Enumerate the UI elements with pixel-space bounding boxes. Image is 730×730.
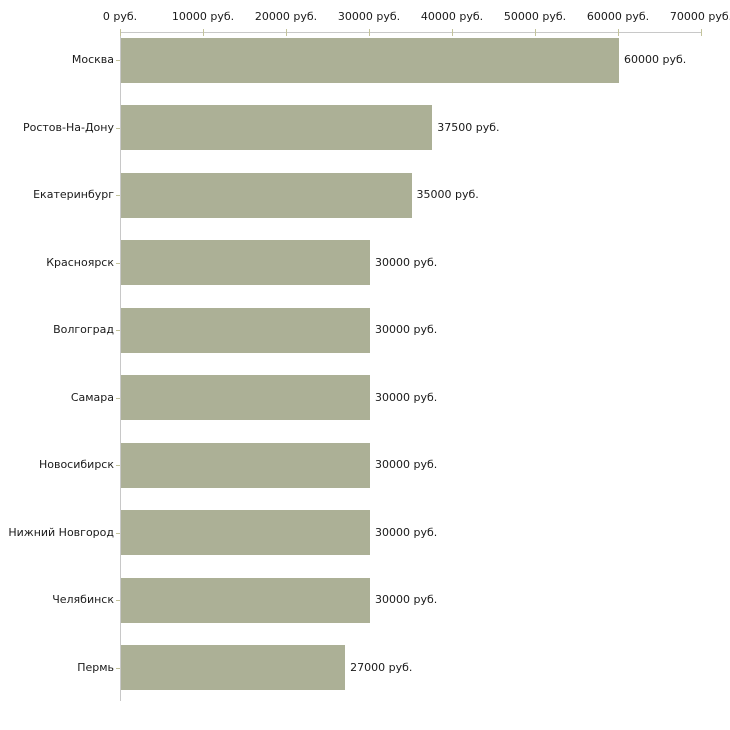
bar: [121, 510, 370, 555]
category-label: Красноярск: [46, 255, 114, 269]
category-label: Москва: [71, 53, 114, 66]
value-label: 60000 руб.: [624, 53, 687, 66]
x-axis-tick: [286, 29, 287, 36]
bar: [121, 37, 619, 83]
category-label: Новосибирск: [38, 458, 114, 471]
x-axis-tick: [535, 29, 536, 36]
category-tick: [116, 262, 120, 264]
category-label: Нижний Новгород: [8, 525, 114, 539]
category-tick: [116, 60, 120, 61]
x-axis-tick: [120, 29, 121, 36]
category-label: Пермь: [77, 660, 114, 674]
x-axis-tick: [701, 29, 702, 36]
x-axis-tick-label: 10000 руб.: [171, 10, 235, 23]
bar: [121, 240, 370, 285]
category-label: Ростов-На-Дону: [22, 120, 114, 134]
x-axis-tick-label: 70000 руб.: [669, 10, 730, 23]
x-axis-tick-label: 40000 руб.: [420, 10, 484, 23]
value-label: 37500 руб.: [437, 120, 500, 134]
value-label: 30000 руб.: [375, 525, 438, 539]
value-label: 30000 руб.: [375, 255, 438, 269]
value-label: 30000 руб.: [375, 390, 438, 404]
category-tick: [116, 532, 120, 534]
bar: [121, 577, 370, 623]
category-tick: [116, 465, 120, 466]
category-tick: [116, 195, 120, 196]
value-label: 35000 руб.: [416, 188, 479, 201]
bar: [121, 307, 370, 353]
category-label: Екатеринбург: [33, 188, 114, 201]
y-axis-line: [120, 32, 121, 701]
x-axis-tick-label: 20000 руб.: [254, 10, 318, 23]
bar: [121, 645, 346, 690]
x-axis-line: [120, 32, 701, 33]
x-axis-tick: [203, 29, 204, 36]
value-label: 30000 руб.: [375, 593, 438, 606]
x-axis-tick-label: 0 руб.: [102, 10, 138, 23]
x-axis-tick-label: 60000 руб.: [586, 10, 650, 23]
bar: [121, 375, 370, 420]
value-label: 30000 руб.: [375, 458, 438, 471]
category-tick: [116, 397, 120, 399]
category-label: Челябинск: [52, 593, 114, 606]
bar: [121, 442, 370, 488]
bar: [121, 105, 433, 150]
bar: [121, 172, 412, 218]
category-tick: [116, 127, 120, 129]
category-label: Волгоград: [53, 323, 114, 336]
x-axis-tick: [452, 29, 453, 36]
x-axis-tick: [369, 29, 370, 36]
x-axis-tick: [618, 29, 619, 36]
value-label: 30000 руб.: [375, 323, 438, 336]
category-tick: [116, 667, 120, 669]
category-label: Самара: [70, 390, 114, 404]
category-tick: [116, 330, 120, 331]
x-axis-tick-label: 30000 руб.: [337, 10, 401, 23]
x-axis-tick-label: 50000 руб.: [503, 10, 567, 23]
category-tick: [116, 600, 120, 601]
value-label: 27000 руб.: [350, 660, 413, 674]
